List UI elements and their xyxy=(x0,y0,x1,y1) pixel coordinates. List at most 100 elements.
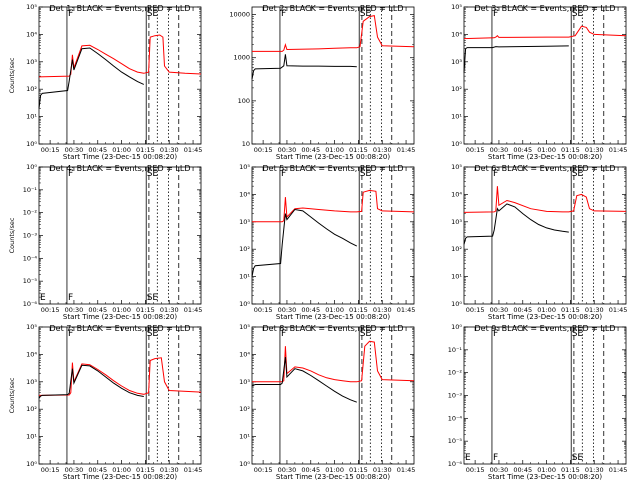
y-tick-label: 10⁰ xyxy=(26,140,37,148)
y-tick-label: 10¹ xyxy=(26,113,37,121)
x-tick-label: 01:15 xyxy=(349,466,368,474)
x-tick-label: 00:15 xyxy=(466,306,485,314)
x-tick-label: 00:45 xyxy=(301,466,320,474)
events-series-line xyxy=(463,203,569,245)
panel-title: Det 5: BLACK = Events, RED = LLD xyxy=(263,164,404,173)
panel-title: Det 6: BLACK = Events, RED = LLD xyxy=(475,164,616,173)
lld-series-line xyxy=(463,186,627,213)
plot-frame xyxy=(251,6,415,145)
flag-marker-se: SE xyxy=(360,329,372,339)
y-tick-label: 10000 xyxy=(229,11,250,19)
x-tick-label: 01:30 xyxy=(585,466,604,474)
x-tick-label: 00:45 xyxy=(88,466,107,474)
x-tick-label: 01:00 xyxy=(112,146,131,154)
x-tick-label: 00:45 xyxy=(513,466,532,474)
y-tick-label: 10⁰ xyxy=(239,460,250,468)
x-tick-label: 00:15 xyxy=(41,466,60,474)
y-tick-label: 10⁴ xyxy=(451,190,462,198)
x-tick-label: 01:45 xyxy=(397,466,416,474)
y-axis-label: Counts/sec xyxy=(8,377,16,413)
events-series-line xyxy=(463,45,569,73)
x-tick-label: 01:15 xyxy=(136,466,155,474)
x-tick-label: 01:15 xyxy=(561,306,580,314)
y-tick-label: 10¹ xyxy=(26,433,37,441)
y-tick-label: 10² xyxy=(26,85,37,93)
x-tick-label: 01:00 xyxy=(537,146,556,154)
flag-marker-f: F xyxy=(493,169,498,179)
y-tick-label: 10⁻⁵ xyxy=(23,277,38,285)
events-series-line xyxy=(251,54,357,80)
flag-marker-f: F xyxy=(493,9,498,19)
y-tick-label: 100 xyxy=(238,97,250,105)
x-tick-label: 00:15 xyxy=(254,306,273,314)
x-tick-label: 01:00 xyxy=(537,306,556,314)
y-axis-label: Counts/sec xyxy=(8,57,16,93)
x-tick-label: 00:30 xyxy=(278,306,297,314)
y-tick-label: 10⁻³ xyxy=(448,392,463,400)
x-tick-label: 01:00 xyxy=(325,146,344,154)
x-tick-label: 01:45 xyxy=(184,146,203,154)
y-tick-label: 10¹ xyxy=(239,273,250,281)
lld-series-line xyxy=(38,357,202,396)
x-tick-label: 01:00 xyxy=(112,306,131,314)
x-axis-label: Start Time (23-Dec-15 00:08:20) xyxy=(488,473,602,480)
y-tick-label: 10⁻⁴ xyxy=(23,254,38,262)
y-tick-label: 10² xyxy=(239,405,250,413)
y-tick-label: 10³ xyxy=(26,378,37,386)
events-series-line xyxy=(38,364,144,399)
flag-marker-e: E xyxy=(40,293,46,303)
x-tick-label: 00:45 xyxy=(88,146,107,154)
lld-series-line xyxy=(463,25,627,40)
x-tick-label: 01:15 xyxy=(136,146,155,154)
x-axis-label: Start Time (23-Dec-15 00:08:20) xyxy=(63,473,177,480)
x-tick-label: 00:30 xyxy=(65,146,84,154)
y-tick-label: 10⁵ xyxy=(451,163,462,171)
y-tick-label: 10⁴ xyxy=(451,30,462,38)
y-tick-label: 10⁵ xyxy=(26,323,37,331)
x-axis-label: Start Time (23-Dec-15 00:08:20) xyxy=(63,313,177,321)
x-tick-label: 01:45 xyxy=(609,146,628,154)
y-tick-label: 10⁻⁶ xyxy=(23,300,38,308)
flag-marker-se: SE xyxy=(360,169,372,179)
plot-frame xyxy=(251,326,415,465)
x-tick-label: 00:15 xyxy=(466,466,485,474)
panel-title: Det 2: BLACK = Events, RED = LLD xyxy=(263,4,404,13)
y-tick-label: 10 xyxy=(242,140,250,148)
detector-panel-6: Det 6: BLACK = Events, RED = LLD 10⁰ 10¹ 10… xyxy=(451,163,627,321)
flag-marker-se-bottom: SE xyxy=(572,453,584,463)
x-tick-label: 00:30 xyxy=(490,146,509,154)
x-tick-label: 01:30 xyxy=(373,466,392,474)
y-tick-label: 10⁴ xyxy=(239,190,250,198)
y-tick-label: 1000 xyxy=(233,54,250,62)
y-tick-label: 10⁵ xyxy=(451,3,462,11)
x-axis-label: Start Time (23-Dec-15 00:08:20) xyxy=(63,153,177,161)
plot-frame xyxy=(38,326,202,465)
x-tick-label: 01:00 xyxy=(112,466,131,474)
x-tick-label: 01:30 xyxy=(585,146,604,154)
flag-marker-e: E xyxy=(465,453,471,463)
flag-marker-se: SE xyxy=(147,9,159,19)
lld-series-line xyxy=(252,189,415,223)
x-tick-label: 01:45 xyxy=(397,146,416,154)
y-tick-label: 10⁻¹ xyxy=(23,186,38,194)
plot-frame xyxy=(463,6,627,145)
x-tick-label: 01:45 xyxy=(184,466,203,474)
y-tick-label: 10³ xyxy=(26,58,37,66)
y-tick-label: 10⁵ xyxy=(239,163,250,171)
x-tick-label: 01:15 xyxy=(561,146,580,154)
y-tick-label: 10¹ xyxy=(451,273,462,281)
x-tick-label: 01:00 xyxy=(325,306,344,314)
lld-series-line xyxy=(252,340,415,383)
y-tick-label: 10² xyxy=(451,85,462,93)
detector-panel-4: Det 4: BLACK = Events, RED = LLD 10⁻⁶ 10⁻⁵… xyxy=(8,163,202,321)
panel-title: Det 7: BLACK = Events, RED = LLD xyxy=(50,324,191,333)
flag-marker-f: F xyxy=(68,169,73,179)
x-tick-label: 00:15 xyxy=(254,146,273,154)
x-tick-label: 01:15 xyxy=(349,306,368,314)
x-tick-label: 01:30 xyxy=(160,146,179,154)
y-tick-label: 10⁴ xyxy=(26,350,37,358)
x-tick-label: 00:30 xyxy=(490,466,509,474)
flag-marker-se: SE xyxy=(147,169,159,179)
flag-marker-f: F xyxy=(281,169,286,179)
y-tick-label: 10⁰ xyxy=(239,300,250,308)
